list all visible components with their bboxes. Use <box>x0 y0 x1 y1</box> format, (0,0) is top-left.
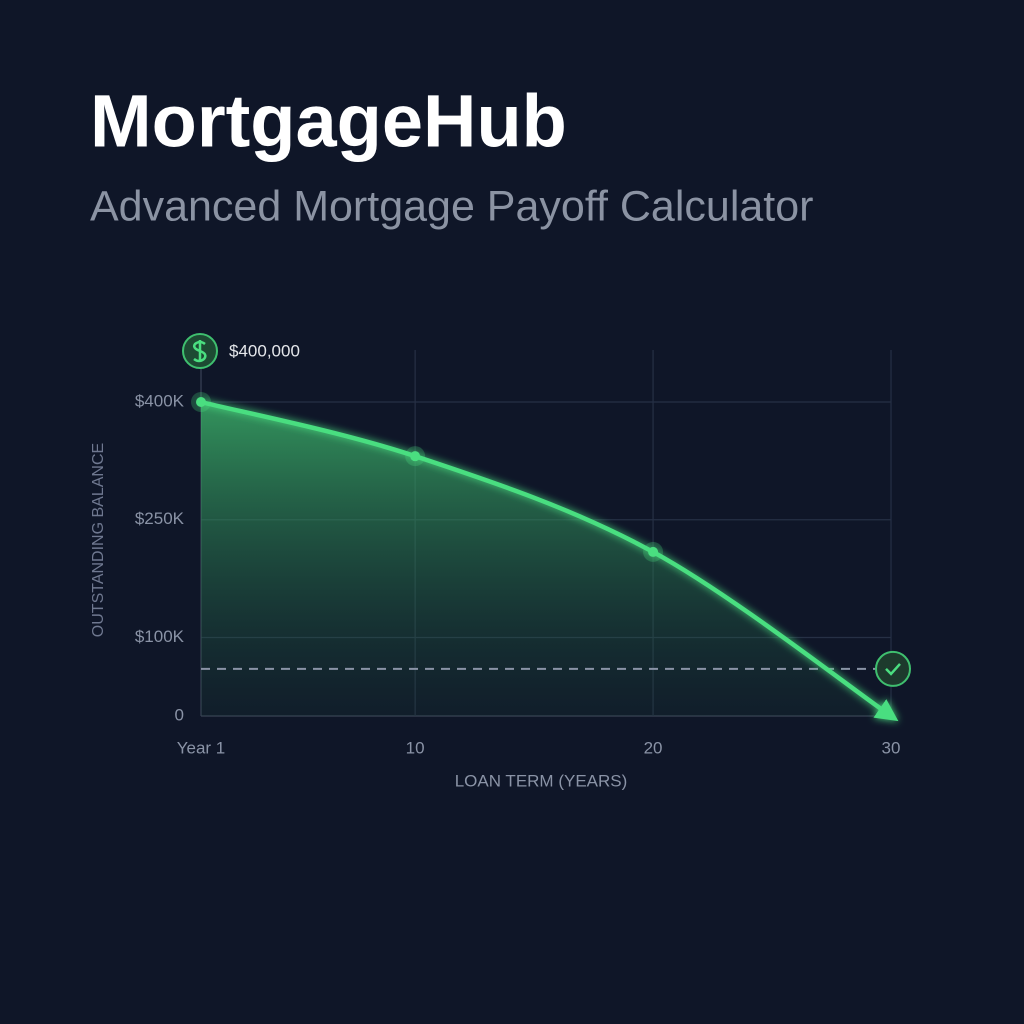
balance-line <box>200 399 899 722</box>
x-axis-label: LOAN TERM (YEARS) <box>455 771 628 790</box>
y-tick-label: $100K <box>135 627 185 646</box>
check-glyph <box>885 663 901 676</box>
y-tick-label: $250K <box>135 509 185 528</box>
y-tick-label: $400K <box>135 391 185 410</box>
subtitle: Advanced Mortgage Payoff Calculator <box>90 182 813 230</box>
area <box>201 402 891 716</box>
data-point <box>648 546 659 557</box>
dollar-glyph <box>192 340 207 363</box>
x-tick-label: Year 1 <box>177 738 226 757</box>
x-tick-label: 30 <box>882 738 901 757</box>
title: MortgageHub <box>90 80 567 163</box>
data-point <box>196 397 206 407</box>
y-tick-label: 0 <box>175 705 184 724</box>
annotation: $400,000 <box>229 341 300 360</box>
x-tick-label: 20 <box>644 738 663 757</box>
y-axis-label: OUTSTANDING BALANCE <box>90 443 107 637</box>
check-icon <box>875 650 911 687</box>
plot: 0 $100K $250K $400K Year 1 10 20 30 <box>135 350 911 757</box>
x-tick-label: 10 <box>406 738 425 757</box>
data-point <box>410 451 421 462</box>
